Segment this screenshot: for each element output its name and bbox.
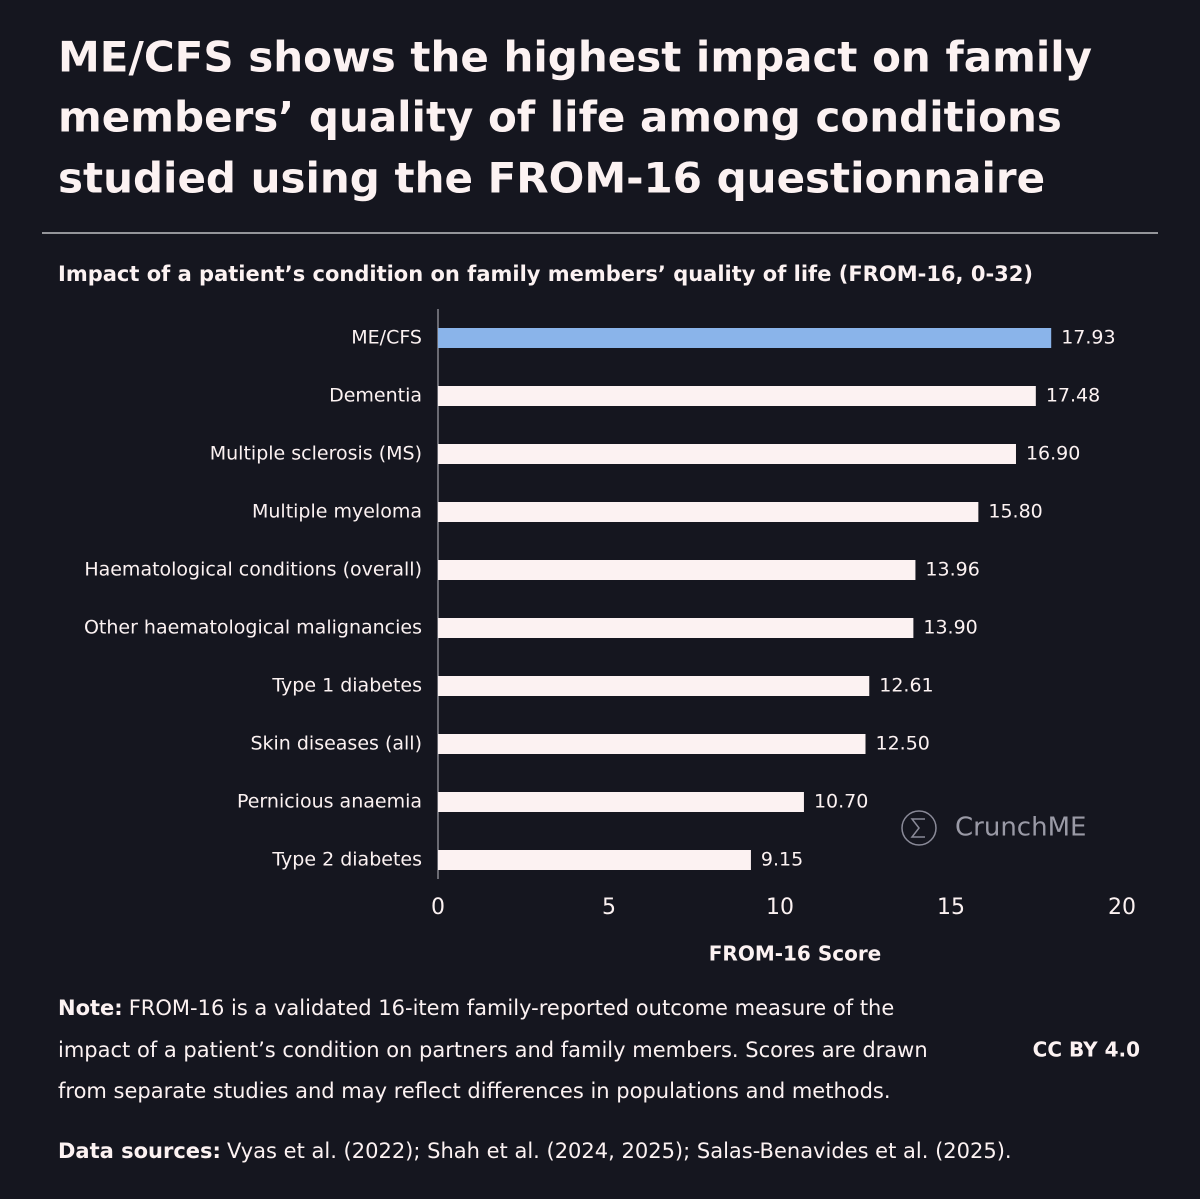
y-tick-label: Pernicious anaemia bbox=[237, 791, 422, 813]
chart-title: ME/CFS shows the highest impact on famil… bbox=[58, 33, 1092, 82]
value-label: 17.93 bbox=[1061, 327, 1115, 349]
x-tick-label: 20 bbox=[1108, 895, 1136, 920]
x-tick-label: 5 bbox=[602, 895, 616, 920]
value-label: 16.90 bbox=[1026, 443, 1080, 465]
y-tick-label: Multiple myeloma bbox=[252, 501, 422, 523]
sources-label: Data sources: bbox=[58, 1139, 221, 1163]
value-label: 13.96 bbox=[925, 559, 979, 581]
bar bbox=[438, 328, 1052, 348]
sources: Data sources: Vyas et al. (2022); Shah et… bbox=[58, 1139, 1012, 1163]
bar bbox=[438, 618, 914, 638]
bar bbox=[438, 676, 870, 696]
sources-text: Vyas et al. (2022); Shah et al. (2024, 2… bbox=[227, 1139, 1012, 1163]
note-text: from separate studies and may reflect di… bbox=[58, 1079, 891, 1103]
watermark-text: CrunchME bbox=[955, 813, 1086, 843]
subtitle: Impact of a patient’s condition on famil… bbox=[58, 262, 1033, 286]
x-axis-label: FROM-16 Score bbox=[709, 942, 882, 966]
watermark-icon bbox=[910, 818, 925, 838]
value-label: 13.90 bbox=[923, 617, 977, 639]
chart-title: studied using the FROM-16 questionnaire bbox=[58, 154, 1045, 203]
x-tick-label: 0 bbox=[431, 895, 445, 920]
bar bbox=[438, 502, 979, 522]
note-label: Note: bbox=[58, 996, 123, 1020]
y-tick-label: ME/CFS bbox=[351, 327, 422, 349]
bar bbox=[438, 444, 1016, 464]
value-label: 17.48 bbox=[1046, 385, 1100, 407]
bar bbox=[438, 850, 751, 870]
y-tick-label: Other haematological malignancies bbox=[84, 617, 422, 639]
x-tick-label: 10 bbox=[766, 895, 794, 920]
watermark: CrunchME bbox=[901, 810, 1086, 846]
value-label: 9.15 bbox=[761, 849, 803, 871]
value-label: 15.80 bbox=[988, 501, 1042, 523]
bar bbox=[438, 792, 804, 812]
note-text: FROM-16 is a validated 16-item family-re… bbox=[129, 996, 895, 1020]
bar bbox=[438, 734, 866, 754]
y-tick-label: Type 2 diabetes bbox=[271, 849, 422, 871]
license: CC BY 4.0 bbox=[1033, 1038, 1140, 1062]
y-tick-label: Dementia bbox=[329, 385, 422, 407]
chart-title: members’ quality of life among condition… bbox=[58, 93, 1062, 142]
bar bbox=[438, 386, 1036, 406]
y-tick-label: Multiple sclerosis (MS) bbox=[210, 443, 422, 465]
y-tick-label: Skin diseases (all) bbox=[250, 733, 422, 755]
value-label: 12.61 bbox=[879, 675, 933, 697]
watermark-icon bbox=[901, 810, 937, 846]
bar bbox=[438, 560, 916, 580]
value-label: 12.50 bbox=[876, 733, 930, 755]
y-tick-label: Type 1 diabetes bbox=[271, 675, 422, 697]
x-tick-label: 15 bbox=[937, 895, 965, 920]
value-label: 10.70 bbox=[814, 791, 868, 813]
note: Note: FROM-16 is a validated 16-item fami… bbox=[58, 996, 894, 1020]
y-tick-label: Haematological conditions (overall) bbox=[84, 559, 422, 581]
note-text: impact of a patient’s condition on partn… bbox=[58, 1038, 928, 1062]
